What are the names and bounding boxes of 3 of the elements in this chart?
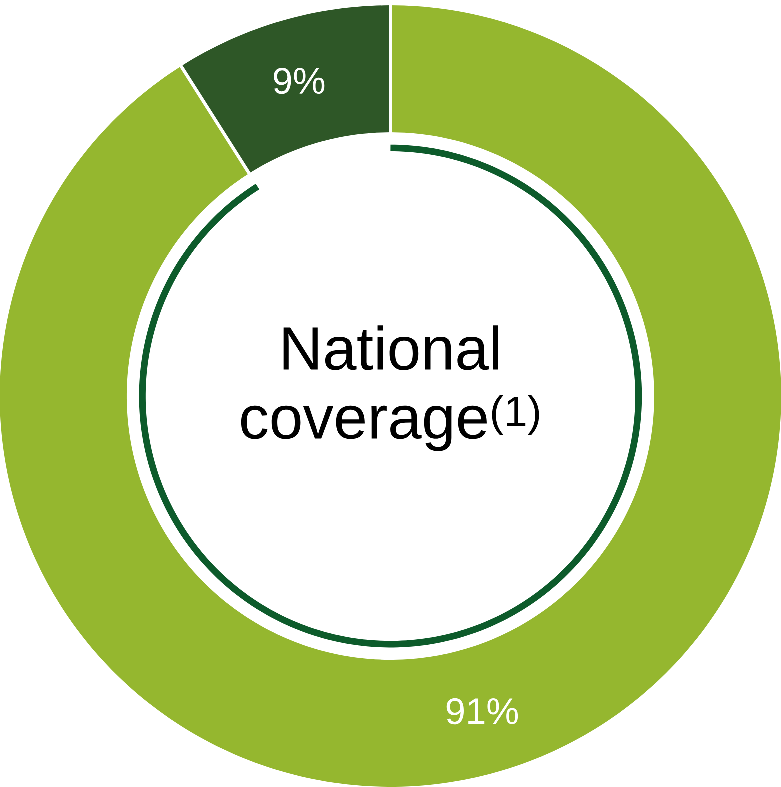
data-label: 9%	[274, 68, 324, 94]
text: National coverage$^{(1)}$	[241, 326, 540, 452]
data-label: 91%	[446, 698, 518, 725]
